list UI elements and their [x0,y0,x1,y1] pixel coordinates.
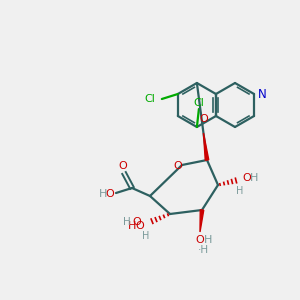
Text: O: O [200,115,208,124]
Text: N: N [258,88,266,100]
Polygon shape [200,210,204,232]
Text: H: H [123,217,131,227]
Polygon shape [203,133,209,160]
Text: H: H [128,221,136,231]
Text: H: H [250,173,258,183]
Text: H: H [204,235,212,245]
Text: H: H [142,231,150,241]
Text: O: O [118,161,127,171]
Text: ·H: ·H [197,245,208,255]
Text: H: H [99,189,107,199]
Text: O: O [174,161,182,171]
Text: O: O [136,221,144,231]
Text: O: O [196,235,204,245]
Text: Cl: Cl [194,98,204,108]
Text: H: H [236,186,244,196]
Text: O: O [106,189,114,199]
Text: O: O [133,217,141,227]
Text: O: O [243,173,251,183]
Text: Cl: Cl [144,94,155,104]
